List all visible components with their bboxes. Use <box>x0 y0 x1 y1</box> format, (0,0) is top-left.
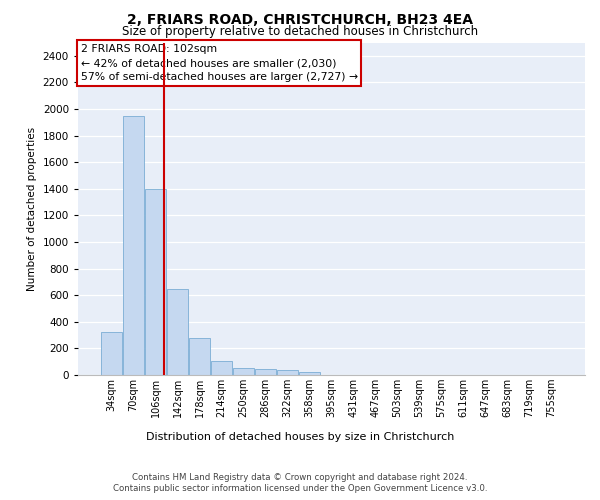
Text: Contains public sector information licensed under the Open Government Licence v3: Contains public sector information licen… <box>113 484 487 493</box>
Bar <box>145 189 166 375</box>
Text: 2 FRIARS ROAD: 102sqm
← 42% of detached houses are smaller (2,030)
57% of semi-d: 2 FRIARS ROAD: 102sqm ← 42% of detached … <box>80 44 358 82</box>
Bar <box>233 368 254 375</box>
Text: Size of property relative to detached houses in Christchurch: Size of property relative to detached ho… <box>122 25 478 38</box>
Text: Contains HM Land Registry data © Crown copyright and database right 2024.: Contains HM Land Registry data © Crown c… <box>132 472 468 482</box>
Bar <box>255 369 276 375</box>
Bar <box>299 372 320 375</box>
Text: 2, FRIARS ROAD, CHRISTCHURCH, BH23 4EA: 2, FRIARS ROAD, CHRISTCHURCH, BH23 4EA <box>127 12 473 26</box>
Y-axis label: Number of detached properties: Number of detached properties <box>27 126 37 291</box>
Bar <box>123 116 144 375</box>
Bar <box>167 288 188 375</box>
Bar <box>101 332 122 375</box>
Text: Distribution of detached houses by size in Christchurch: Distribution of detached houses by size … <box>146 432 454 442</box>
Bar <box>277 370 298 375</box>
Bar <box>189 338 210 375</box>
Bar <box>211 361 232 375</box>
